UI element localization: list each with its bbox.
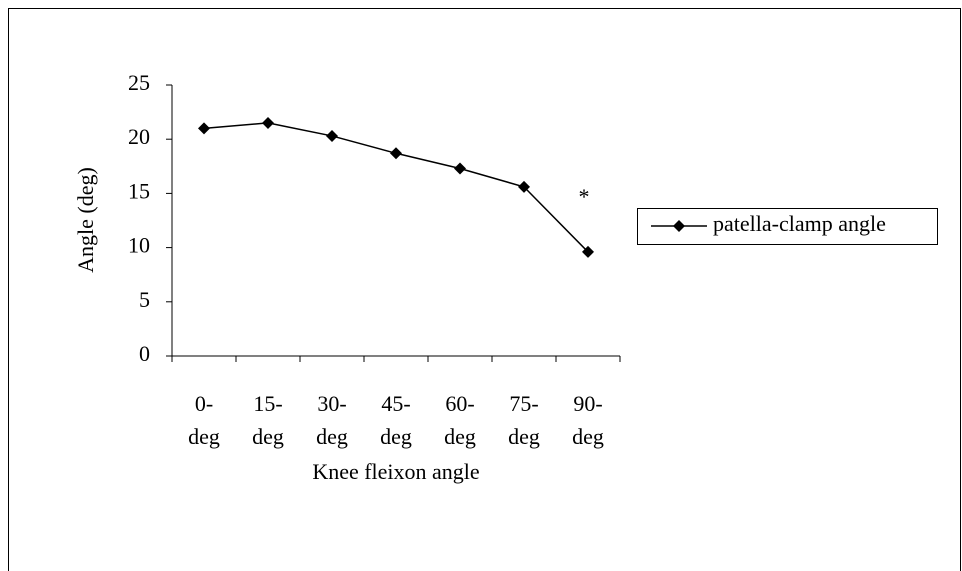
- legend-label: patella-clamp angle: [713, 211, 886, 236]
- x-tick-label: 90-deg: [572, 391, 604, 449]
- x-tick-label: 60-deg: [444, 391, 476, 449]
- y-tick-label: 20: [128, 124, 150, 149]
- y-tick-label: 10: [128, 233, 150, 258]
- x-tick-label: 45-deg: [380, 391, 412, 449]
- y-tick-label: 5: [139, 287, 150, 312]
- legend-marker: [673, 220, 685, 232]
- x-tick-label: 15-deg: [252, 391, 284, 449]
- annotation: *: [579, 184, 590, 209]
- y-tick-label: 25: [128, 70, 150, 95]
- y-axis-label: Angle (deg): [73, 167, 98, 273]
- x-tick-label: 75-deg: [508, 391, 540, 449]
- marker: [390, 147, 402, 160]
- chart-border: [8, 8, 961, 571]
- marker: [582, 245, 594, 258]
- x-tick-label: 30-deg: [316, 391, 348, 449]
- marker: [518, 180, 530, 193]
- marker: [198, 122, 210, 135]
- marker: [454, 162, 466, 175]
- y-tick-label: 0: [139, 341, 150, 366]
- x-axis-label: Knee fleixon angle: [312, 459, 479, 484]
- marker: [262, 116, 274, 129]
- marker: [326, 129, 338, 142]
- x-tick-label: 0-deg: [188, 391, 220, 449]
- series-line: [203, 122, 589, 253]
- y-tick-label: 15: [128, 178, 150, 203]
